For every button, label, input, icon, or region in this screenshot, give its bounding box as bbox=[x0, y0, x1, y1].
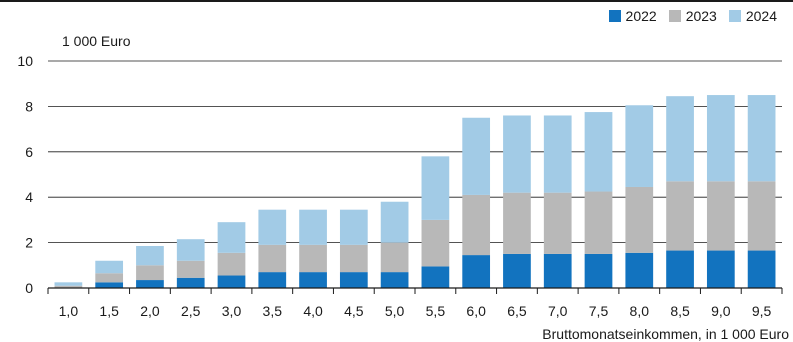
bar-2023-6,5 bbox=[503, 192, 531, 254]
bar-2024-9,0 bbox=[706, 95, 735, 182]
legend-item-2024: 2024 bbox=[728, 8, 777, 24]
bar-2024-2,5 bbox=[176, 239, 205, 261]
bar-2023-3,0 bbox=[217, 252, 246, 276]
legend-item-2022: 2022 bbox=[608, 8, 657, 24]
bar-2024-6,5 bbox=[503, 115, 531, 193]
bar-2024-8,5 bbox=[666, 96, 694, 182]
x-tick-label-6,5: 6,5 bbox=[507, 303, 527, 319]
legend-label-2024: 2024 bbox=[745, 8, 777, 24]
bars-layer bbox=[54, 95, 776, 288]
x-tick-label-2,0: 2,0 bbox=[140, 303, 160, 319]
bar-2023-7,0 bbox=[543, 192, 572, 254]
bar-2022-5,5 bbox=[421, 266, 450, 288]
x-tick-label-9,0: 9,0 bbox=[711, 303, 731, 319]
bar-2023-9,5 bbox=[747, 181, 776, 251]
x-tick-label-4,0: 4,0 bbox=[303, 303, 323, 319]
bar-2022-1,5 bbox=[95, 282, 124, 288]
bar-2024-8,0 bbox=[625, 105, 654, 187]
bar-2024-4,5 bbox=[339, 209, 368, 245]
bar-2023-4,0 bbox=[299, 244, 327, 273]
legend-swatch-2022 bbox=[608, 10, 621, 22]
bar-2023-8,0 bbox=[625, 186, 654, 253]
x-tick-label-2,5: 2,5 bbox=[181, 303, 201, 319]
y-tick-label-8: 8 bbox=[25, 98, 33, 114]
x-tick-label-3,5: 3,5 bbox=[263, 303, 283, 319]
bar-2022-2,0 bbox=[136, 280, 164, 288]
bar-2022-8,5 bbox=[666, 250, 694, 288]
bar-2022-3,0 bbox=[217, 275, 246, 288]
x-tick-label-7,0: 7,0 bbox=[548, 303, 568, 319]
bar-2022-5,0 bbox=[380, 272, 409, 288]
y-unit-label: 1 000 Euro bbox=[62, 33, 131, 49]
bar-2023-9,0 bbox=[706, 181, 735, 251]
bar-2022-3,5 bbox=[258, 272, 287, 288]
bar-2023-6,0 bbox=[462, 194, 491, 256]
bar-2022-4,0 bbox=[299, 272, 327, 288]
bar-2024-3,5 bbox=[258, 209, 287, 245]
y-tick-label-2: 2 bbox=[25, 235, 33, 251]
x-tick-label-8,5: 8,5 bbox=[670, 303, 690, 319]
bar-2024-6,0 bbox=[462, 117, 491, 195]
x-tick-label-5,0: 5,0 bbox=[385, 303, 405, 319]
bar-2024-4,0 bbox=[299, 209, 327, 245]
x-tick-label-6,0: 6,0 bbox=[466, 303, 486, 319]
bar-2023-8,5 bbox=[666, 181, 694, 251]
y-tick-label-6: 6 bbox=[25, 144, 33, 160]
x-tick-label-8,0: 8,0 bbox=[630, 303, 650, 319]
bar-2023-1,0 bbox=[54, 285, 83, 288]
bar-2024-5,5 bbox=[421, 156, 450, 220]
x-tick-label-5,5: 5,5 bbox=[426, 303, 446, 319]
y-tick-label-0: 0 bbox=[25, 280, 33, 296]
top-rule bbox=[0, 0, 793, 2]
legend-item-2023: 2023 bbox=[668, 8, 717, 24]
bar-2024-3,0 bbox=[217, 222, 246, 253]
bar-2024-9,5 bbox=[747, 95, 776, 182]
bar-2024-2,0 bbox=[136, 246, 164, 266]
bar-2024-1,0 bbox=[54, 282, 83, 286]
bar-2023-2,5 bbox=[176, 260, 205, 278]
bar-2023-3,5 bbox=[258, 244, 287, 273]
bar-2024-5,0 bbox=[380, 201, 409, 243]
legend: 2022 2023 2024 bbox=[608, 8, 777, 24]
bar-2022-6,0 bbox=[462, 255, 491, 288]
legend-swatch-2023 bbox=[668, 10, 681, 22]
x-axis-title: Bruttomonatseinkommen, in 1 000 Euro bbox=[542, 326, 789, 342]
bar-2023-7,5 bbox=[584, 191, 613, 254]
bar-2023-1,5 bbox=[95, 273, 124, 283]
x-tick-label-7,5: 7,5 bbox=[589, 303, 609, 319]
legend-swatch-2024 bbox=[728, 10, 741, 22]
x-tick-label-4,5: 4,5 bbox=[344, 303, 364, 319]
x-tick-label-1,0: 1,0 bbox=[59, 303, 79, 319]
bar-2023-2,0 bbox=[136, 265, 164, 281]
grid-layer bbox=[48, 60, 782, 244]
bar-2022-4,5 bbox=[339, 272, 368, 288]
legend-label-2023: 2023 bbox=[685, 8, 717, 24]
bar-2023-4,5 bbox=[339, 244, 368, 273]
bar-2022-8,0 bbox=[625, 252, 654, 288]
bar-2022-9,5 bbox=[747, 250, 776, 288]
bar-2022-6,5 bbox=[503, 253, 531, 288]
bar-2022-7,0 bbox=[543, 253, 572, 288]
bar-2022-9,0 bbox=[706, 250, 735, 288]
y-tick-label-10: 10 bbox=[17, 53, 33, 69]
axis-layer: 0 2 4 6 8 10 1,0 1,5 2,0 2,5 3,0 3,5 4,0 4,5 5,0 5,5 6,0… bbox=[17, 53, 783, 319]
x-tick-label-1,5: 1,5 bbox=[99, 303, 119, 319]
x-tick-label-3,0: 3,0 bbox=[222, 303, 242, 319]
bar-2022-2,5 bbox=[176, 277, 205, 288]
x-tick-label-9,5: 9,5 bbox=[752, 303, 772, 319]
legend-label-2022: 2022 bbox=[625, 8, 657, 24]
bar-2024-7,0 bbox=[543, 115, 572, 193]
bar-2023-5,5 bbox=[421, 219, 450, 267]
bar-2024-7,5 bbox=[584, 112, 613, 192]
y-tick-label-4: 4 bbox=[25, 189, 33, 205]
bar-2023-5,0 bbox=[380, 242, 409, 273]
bar-2022-7,5 bbox=[584, 253, 613, 288]
bar-2024-1,5 bbox=[95, 260, 124, 274]
